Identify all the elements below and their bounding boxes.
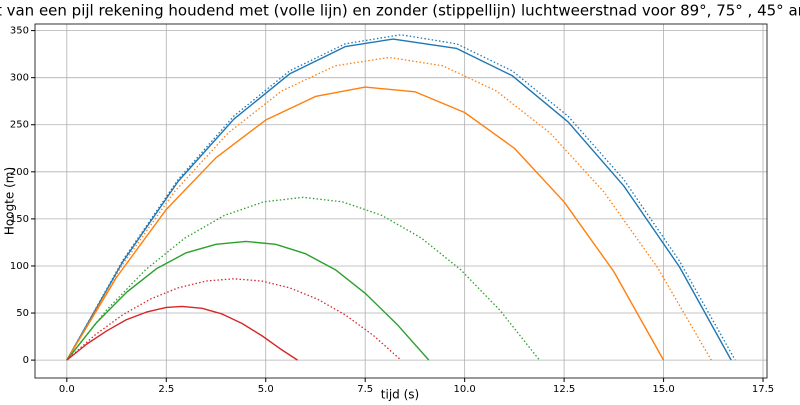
- x-tick-label: 5.0: [258, 384, 274, 395]
- chart-title: Traject van een pijl rekening houdend me…: [0, 2, 800, 20]
- x-axis-label: tijd (s): [381, 388, 419, 402]
- series-line: [66, 240, 430, 361]
- y-tick-label: 0: [23, 355, 29, 366]
- y-tick-label: 100: [10, 261, 29, 272]
- x-tick-label: 0.0: [59, 384, 75, 395]
- y-tick-label: 200: [10, 167, 29, 178]
- x-tick-label: 12.5: [553, 384, 575, 395]
- x-tick-label: 10.0: [454, 384, 476, 395]
- series-line: [66, 38, 732, 361]
- y-tick-label: 350: [10, 26, 29, 37]
- x-tick-label: 7.5: [357, 384, 373, 395]
- x-tick-label: 15.0: [652, 384, 674, 395]
- y-tick-label: 250: [10, 120, 29, 131]
- y-axis-label: Hoogte (m): [3, 167, 17, 235]
- x-tick-label: 2.5: [158, 384, 174, 395]
- series-line: [66, 305, 298, 361]
- y-tick-label: 300: [10, 73, 29, 84]
- series-line: [66, 86, 665, 361]
- series-line: [66, 56, 712, 361]
- y-tick-label: 50: [16, 308, 29, 319]
- series-line: [66, 196, 540, 361]
- y-tick-label: 150: [10, 214, 29, 225]
- x-tick-label: 17.5: [752, 384, 774, 395]
- plot-frame: [34, 23, 768, 379]
